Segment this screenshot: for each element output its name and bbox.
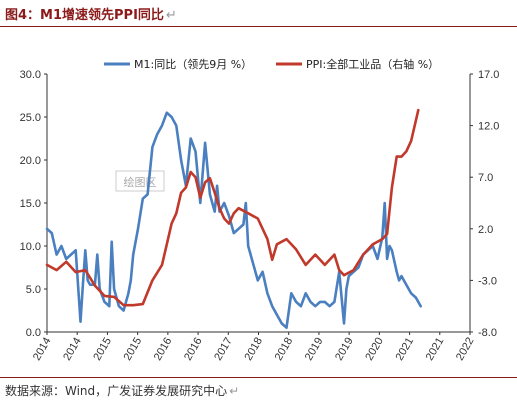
x-tick-label: 2015 (91, 336, 114, 363)
left-tick-label: 30.0 (20, 69, 41, 81)
x-tick-label: 2015 (122, 336, 145, 363)
right-tick-label: 12.0 (478, 121, 499, 133)
chart-canvas: 0.0 5.0 10.0 15.0 20.0 25.0 30.0 -8.0 -3.0 2.0 7.0… (20, 57, 500, 363)
x-tick-label: 2016 (182, 336, 205, 363)
m1-legend-label: M1:同比（领先9月 %） (134, 58, 252, 71)
x-tick-label: 2016 (152, 336, 175, 363)
x-tick-label: 2019 (333, 336, 356, 363)
ppi-series-line (45, 108, 420, 307)
left-tick-label: 25.0 (20, 112, 41, 124)
title-rule (0, 26, 517, 27)
left-tick-label: 10.0 (20, 241, 41, 253)
right-tick-label: 7.0 (478, 172, 493, 184)
plot-area-watermark: 绘图区 (124, 175, 157, 189)
x-tick-label: 2018 (242, 336, 265, 363)
source-note: 数据来源：Wind，广发证券发展研究中心 ↵ (5, 384, 240, 398)
x-tick-label: 2021 (424, 336, 447, 363)
left-tick-label: 5.0 (26, 284, 41, 296)
figure-title: 图4：M1增速领先PPI同比 ↵ (5, 8, 177, 23)
plot-area-watermark-box (115, 170, 165, 192)
x-tick-label: 2020 (363, 336, 386, 363)
x-tick-label: 2014 (61, 336, 84, 363)
right-tick-label: -8.0 (478, 327, 497, 339)
source-rule (0, 377, 517, 378)
left-tick-label: 20.0 (20, 155, 41, 167)
x-tick-label: 2017 (212, 336, 235, 363)
x-tick-label: 2018 (273, 336, 296, 363)
x-tick-label: 2019 (303, 336, 326, 363)
right-tick-label: 17.0 (478, 69, 499, 81)
ppi-legend-label: PPI:全部工业品（右轴 %） (306, 57, 439, 71)
right-tick-label: -3.0 (478, 275, 497, 287)
x-tick-label: 2021 (394, 336, 417, 363)
x-tick-label: 2014 (31, 336, 54, 363)
right-tick-label: 2.0 (478, 224, 493, 236)
x-tick-label: 2022 (454, 336, 477, 363)
left-tick-label: 15.0 (20, 198, 41, 210)
left-tick-label: 0.0 (26, 327, 41, 339)
